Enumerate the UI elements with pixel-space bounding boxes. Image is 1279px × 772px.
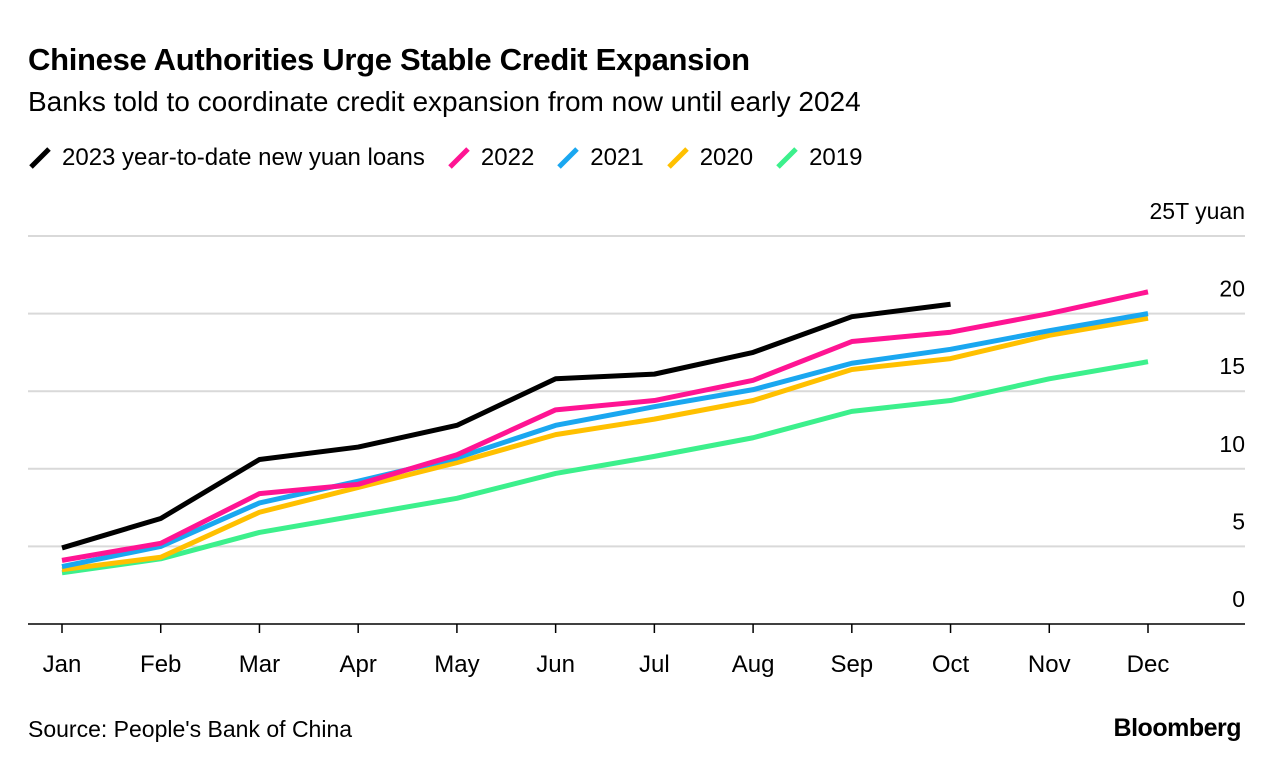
legend-item: 2022	[447, 144, 534, 172]
x-tick-label: Jan	[43, 651, 82, 678]
legend-item: 2020	[666, 144, 753, 172]
y-tick-label: 25T yuan	[1150, 198, 1245, 224]
legend-item: 2019	[775, 144, 862, 172]
x-tick-label: May	[434, 651, 479, 678]
legend: 2023 year-to-date new yuan loans 2022 2021…	[28, 144, 884, 172]
legend-label: 2022	[480, 144, 535, 171]
y-tick-label: 10	[1219, 431, 1245, 457]
chart-subtitle: Banks told to coordinate credit expansio…	[28, 86, 861, 117]
x-tick-label: Feb	[140, 651, 181, 678]
x-tick-label: Jul	[639, 651, 670, 678]
legend-item: 2023 year-to-date new yuan loans	[28, 144, 425, 172]
series-line-2019	[61, 359, 1149, 576]
legend-label: 2020	[699, 144, 754, 171]
legend-label: 2021	[590, 144, 644, 171]
y-tick-label: 5	[1232, 508, 1245, 534]
x-tick-label: Jun	[536, 651, 575, 678]
x-tick-label: Aug	[732, 651, 775, 678]
y-tick-label: 0	[1232, 586, 1245, 612]
legend-swatch-icon	[776, 147, 798, 169]
legend-swatch-icon	[29, 147, 51, 169]
chart-title: Chinese Authorities Urge Stable Credit E…	[28, 42, 750, 77]
legend-label: 2023 year-to-date new yuan loans	[62, 144, 425, 171]
series-line-2023	[61, 301, 951, 551]
bloomberg-logo: Bloomberg	[1113, 714, 1242, 742]
legend-swatch-icon	[666, 147, 689, 169]
x-tick-label: Sep	[830, 651, 873, 678]
y-tick-label: 20	[1219, 276, 1245, 302]
series-line-2020	[61, 315, 1149, 573]
series-line-2022	[61, 289, 1149, 563]
y-tick-label: 15	[1219, 353, 1245, 379]
x-tick-label: Mar	[239, 651, 280, 678]
legend-label: 2019	[809, 144, 863, 171]
x-tick-label: Apr	[340, 651, 377, 678]
x-tick-label: Nov	[1028, 651, 1071, 678]
legend-swatch-icon	[557, 147, 580, 169]
x-tick-label: Oct	[932, 651, 970, 678]
legend-swatch-icon	[448, 147, 470, 169]
legend-item: 2021	[556, 144, 644, 172]
x-tick-label: Dec	[1127, 651, 1170, 678]
series-line-2021	[61, 311, 1149, 570]
source-note: Source: People's Bank of China	[28, 716, 353, 742]
